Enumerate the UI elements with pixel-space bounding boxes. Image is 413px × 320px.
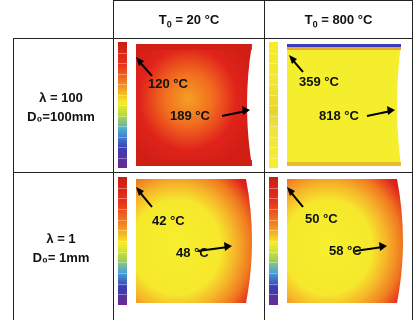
color-scale-tick: [269, 136, 278, 138]
color-scale-tick: [269, 283, 278, 285]
temperature-label-corner: 359 °C: [299, 74, 339, 89]
arrow-icon: [136, 187, 232, 252]
temperature-label-center: 818 °C: [319, 108, 359, 123]
color-scale-tick: [269, 157, 278, 159]
color-scale-tick: [269, 52, 278, 54]
color-scale-tick: [118, 52, 127, 54]
color-scale-tick: [118, 187, 127, 189]
color-scale-tick: [269, 219, 278, 221]
color-scale-tick: [118, 273, 127, 274]
arrow-icon: [289, 55, 395, 117]
color-scale-tick: [269, 294, 278, 296]
color-scale-bar: [118, 42, 127, 168]
color-scale-tick: [269, 73, 278, 75]
color-scale-tick: [269, 241, 278, 242]
simulation-image-r1c2: 359 °C 818 °C: [269, 42, 409, 168]
color-scale-tick: [118, 84, 127, 85]
temperature-label-corner: 50 °C: [305, 211, 338, 226]
color-scale-tick: [269, 147, 278, 148]
arrow-icon: [136, 57, 250, 117]
color-scale-tick: [118, 136, 127, 138]
row-label-line2: D₀=100mm: [27, 109, 95, 124]
simulation-image-r2c1: 42 °C 48 °C: [118, 177, 259, 305]
temperature-field: [130, 177, 259, 305]
arrow-icon: [287, 187, 387, 252]
color-scale-tick: [118, 73, 127, 75]
color-scale-tick: [118, 147, 127, 148]
color-scale-tick: [269, 94, 278, 96]
table-rule-col1: [113, 0, 114, 320]
temperature-field: [281, 42, 409, 168]
temperature-label-corner: 42 °C: [152, 213, 185, 228]
color-scale-tick: [269, 230, 278, 232]
color-scale-tick: [118, 126, 127, 127]
color-scale-tick: [269, 84, 278, 85]
table-rule-middle: [13, 172, 413, 173]
color-scale-bar: [269, 42, 278, 168]
color-scale-tick: [269, 198, 278, 200]
temperature-label-center: 58 °C: [329, 243, 362, 258]
color-scale-tick: [269, 251, 278, 253]
color-scale-tick: [118, 198, 127, 200]
temperature-field: [130, 42, 259, 168]
color-scale-tick: [269, 63, 278, 64]
color-scale-tick: [269, 262, 278, 264]
color-scale-tick: [118, 230, 127, 232]
color-scale-tick: [118, 262, 127, 264]
color-scale-tick: [118, 63, 127, 64]
color-scale-bar: [118, 177, 127, 305]
column-header-t0-20: T0 = 20 °C: [158, 12, 220, 30]
row-label-lambda-100: λ = 100 D₀=100mm: [14, 88, 108, 126]
color-scale-tick: [118, 294, 127, 296]
color-scale-tick: [269, 273, 278, 274]
color-scale-tick: [269, 209, 278, 210]
temperature-label-corner: 120 °C: [148, 76, 188, 91]
color-scale-tick: [118, 157, 127, 159]
color-scale-tick: [118, 241, 127, 242]
color-scale-tick: [269, 126, 278, 127]
temperature-label-center: 48 °C: [176, 245, 209, 260]
color-scale-tick: [118, 105, 127, 106]
row-label-line1: λ = 100: [39, 90, 83, 105]
table-border-left: [13, 38, 14, 320]
row-label-line1: λ = 1: [46, 231, 76, 246]
row-label-lambda-1: λ = 1 D₀= 1mm: [14, 229, 108, 267]
table-rule-header: [13, 38, 413, 39]
row-label-line2: D₀= 1mm: [32, 250, 90, 265]
simulation-image-r1c1: 120 °C 189 °C: [118, 42, 259, 168]
temperature-field: [281, 177, 409, 305]
table-border-top: [113, 0, 413, 1]
temperature-label-center: 189 °C: [170, 108, 210, 123]
color-scale-bar: [269, 177, 278, 305]
column-header-t0-800: T0 = 800 °C: [304, 12, 373, 30]
simulation-image-r2c2: 50 °C 58 °C: [269, 177, 409, 305]
color-scale-tick: [269, 187, 278, 189]
color-scale-tick: [118, 219, 127, 221]
color-scale-tick: [269, 105, 278, 106]
color-scale-tick: [118, 94, 127, 96]
color-scale-tick: [118, 283, 127, 285]
color-scale-tick: [118, 209, 127, 210]
color-scale-tick: [118, 115, 127, 117]
color-scale-tick: [269, 115, 278, 117]
color-scale-tick: [118, 251, 127, 253]
table-rule-col2: [264, 0, 265, 320]
